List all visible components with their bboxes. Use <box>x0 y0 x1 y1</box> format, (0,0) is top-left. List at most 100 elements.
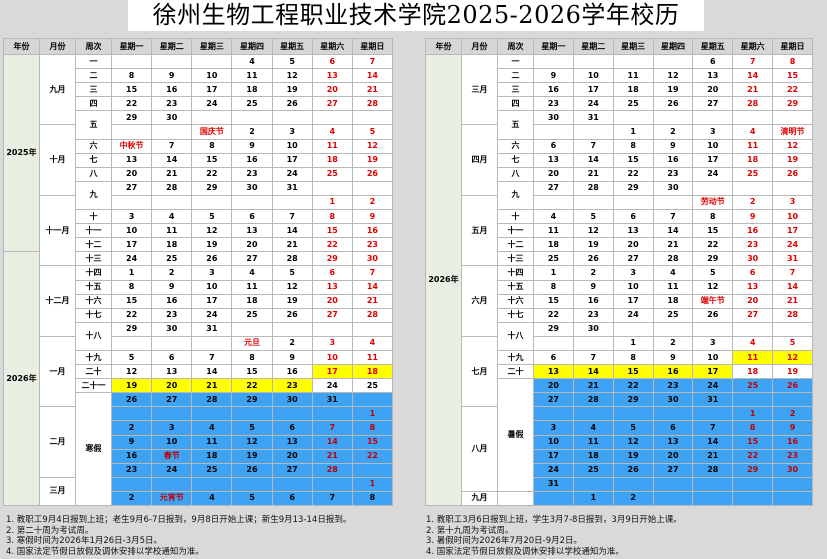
day-cell: 9 <box>110 434 153 450</box>
day-cell: 5 <box>572 209 614 225</box>
month-cell: 三月 <box>39 476 76 507</box>
week-row: 四 22 23 24 25 26 27 28 <box>4 96 394 112</box>
header-cell: 星期一 <box>110 38 153 55</box>
day-cell <box>191 406 233 422</box>
day-cell: 27 <box>692 96 734 112</box>
day-cell <box>271 110 313 126</box>
week-cell: 十八 <box>75 321 112 351</box>
day-cell: 19 <box>572 237 614 253</box>
day-cell: 24 <box>110 251 153 267</box>
day-cell: 1 <box>311 194 353 211</box>
day-cell: 31 <box>692 392 734 408</box>
day-cell: 7 <box>772 265 813 281</box>
day-cell: 19 <box>231 448 273 464</box>
day-cell: 17 <box>191 82 233 98</box>
week-row: 四月 1 2 3 4 清明节 <box>426 124 813 196</box>
day-cell <box>652 321 694 337</box>
day-cell: 20 <box>652 448 694 464</box>
day-cell <box>110 406 153 422</box>
day-cell: 16 <box>572 293 614 309</box>
day-cell: 23 <box>772 448 813 464</box>
day-cell <box>110 194 153 211</box>
day-cell: 3 <box>772 194 813 211</box>
day-cell: 22 <box>533 307 574 323</box>
day-cell: 23 <box>533 96 574 112</box>
day-cell: 16 <box>271 364 313 380</box>
week-row: 17 18 19 20 21 22 23 <box>426 448 813 464</box>
day-cell <box>612 321 654 337</box>
day-cell: 6 <box>231 209 273 225</box>
day-cell: 27 <box>151 392 193 408</box>
week-cell: 六 <box>75 138 112 154</box>
week-cell: 十七 <box>75 307 112 323</box>
day-cell: 10 <box>110 223 153 239</box>
day-cell: 3 <box>191 265 233 281</box>
day-cell: 8 <box>311 209 353 225</box>
day-cell: 7 <box>151 138 193 154</box>
day-cell <box>572 335 614 351</box>
day-cell: 21 <box>351 293 394 309</box>
month-cell: 一月 <box>39 335 76 408</box>
day-cell: 18 <box>652 293 694 309</box>
day-cell: 1 <box>732 406 774 422</box>
day-cell <box>692 110 734 126</box>
day-cell: 10 <box>533 434 574 450</box>
day-cell <box>231 406 273 422</box>
day-cell: 28 <box>652 251 694 267</box>
week-cell: 十一 <box>75 223 112 239</box>
day-cell: 21 <box>692 448 734 464</box>
day-cell <box>191 194 233 211</box>
day-cell <box>772 476 813 492</box>
day-cell: 5 <box>612 420 654 436</box>
week-cell: 十六 <box>75 293 112 309</box>
day-cell <box>110 476 153 492</box>
day-cell: 3 <box>612 265 654 281</box>
day-cell: 17 <box>271 152 313 168</box>
day-cell: 17 <box>772 223 813 239</box>
week-cell: 十 <box>75 209 112 225</box>
day-cell: 11 <box>732 349 774 366</box>
day-cell <box>151 53 193 70</box>
day-cell: 27 <box>271 462 313 478</box>
day-cell: 26 <box>612 462 654 478</box>
day-cell: 16 <box>151 82 193 98</box>
day-cell <box>732 490 774 507</box>
week-cell: 六 <box>497 138 534 154</box>
day-cell: 12 <box>612 434 654 450</box>
day-cell: 21 <box>311 448 353 464</box>
day-cell: 16 <box>732 223 774 239</box>
day-cell: 14 <box>151 152 193 168</box>
day-cell <box>311 180 353 196</box>
day-cell <box>151 194 193 211</box>
day-cell: 7 <box>572 349 614 366</box>
day-cell: 4 <box>191 420 233 436</box>
week-cell: 二 <box>75 68 112 84</box>
vacation-cell: 暑假 <box>497 378 534 492</box>
day-cell <box>732 392 774 408</box>
spring-semester-calendar: 年份 月份 周次 星期一 星期二 星期三 星期四 星期五 星期六 星期日 2026年 三月一 6 7 8 二 9… <box>425 38 813 507</box>
day-cell: 3 <box>271 124 313 140</box>
day-cell: 2 <box>652 124 694 140</box>
day-cell: 13 <box>533 364 574 380</box>
day-cell <box>311 406 353 422</box>
day-cell: 19 <box>191 237 233 253</box>
day-cell: 23 <box>151 96 193 112</box>
day-cell: 13 <box>311 279 353 295</box>
day-cell: 29 <box>231 392 273 408</box>
day-cell <box>271 321 313 337</box>
day-cell: 28 <box>151 180 193 196</box>
day-cell: 春节 <box>151 448 193 464</box>
day-cell: 8 <box>191 138 233 154</box>
day-cell: 12 <box>271 279 313 295</box>
day-cell: 17 <box>612 293 654 309</box>
month-cell: 五月 <box>461 194 498 267</box>
week-row: 2 元宵节 4 5 6 7 8 <box>4 490 394 507</box>
day-cell: 25 <box>572 462 614 478</box>
week-row: 六 6 7 8 9 10 11 12 <box>426 138 813 154</box>
day-cell: 9 <box>231 138 273 154</box>
week-cell: 五 <box>497 110 534 140</box>
day-cell: 29 <box>533 321 574 337</box>
day-cell: 4 <box>572 420 614 436</box>
day-cell: 5 <box>772 335 813 351</box>
day-cell: 15 <box>612 364 654 380</box>
